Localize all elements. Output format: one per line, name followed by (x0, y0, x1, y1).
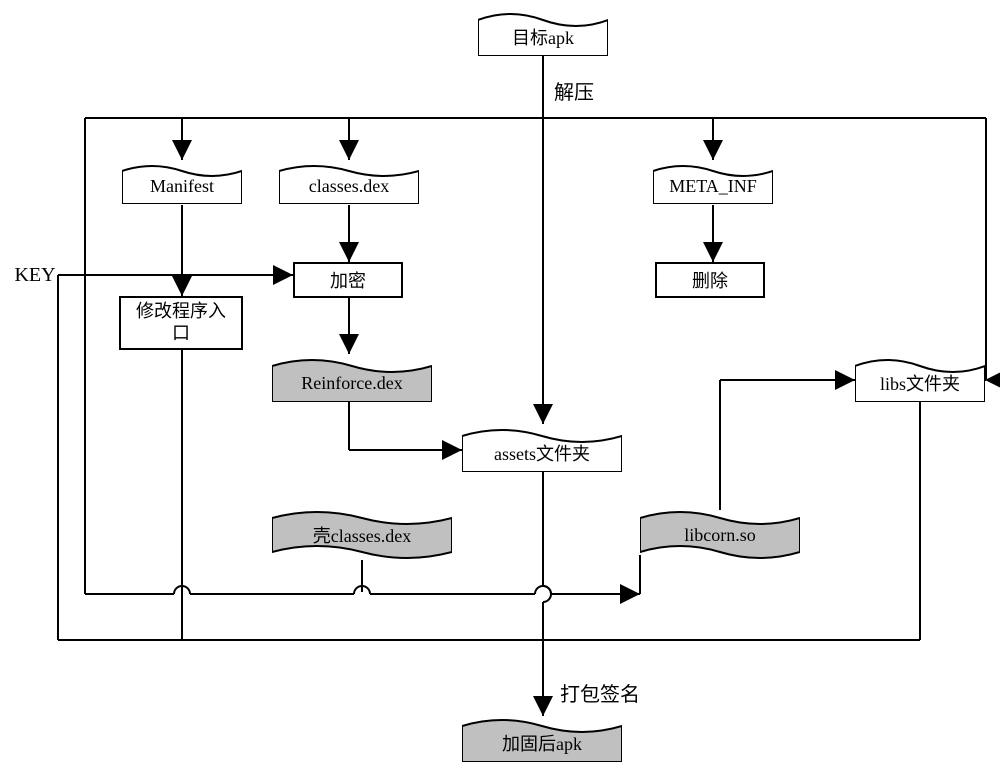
node-label: 删除 (692, 267, 728, 293)
node-target-apk: 目标apk (478, 12, 608, 56)
node-key: KEY (10, 262, 60, 288)
node-delete: 删除 (655, 262, 765, 298)
node-final-apk: 加固后apk (462, 718, 622, 762)
node-label: classes.dex (309, 171, 389, 197)
node-label: Reinforce.dex (301, 367, 402, 394)
node-classes-dex: classes.dex (279, 164, 419, 204)
node-label: assets文件夹 (494, 434, 590, 466)
node-label: 加固后apk (502, 724, 582, 756)
node-assets-folder: assets文件夹 (462, 428, 622, 472)
flowchart-edges (0, 0, 1000, 778)
node-meta-inf: META_INF (653, 164, 773, 204)
node-label: 加密 (330, 267, 366, 293)
node-libcorn-so: libcorn.so (640, 510, 800, 560)
node-label: KEY (14, 264, 55, 287)
node-reinforce-dex: Reinforce.dex (272, 358, 432, 402)
node-shell-classes: 壳classes.dex (272, 510, 452, 560)
node-label: 壳classes.dex (313, 522, 411, 548)
node-modify-entry: 修改程序入 口 (119, 296, 243, 350)
node-manifest: Manifest (122, 164, 242, 204)
node-label: META_INF (669, 171, 757, 197)
node-label: 修改程序入 口 (136, 301, 226, 344)
node-libs-folder: libs文件夹 (855, 358, 985, 402)
label-decompress: 解压 (554, 76, 594, 105)
node-label: libcorn.so (684, 525, 756, 546)
node-encrypt: 加密 (293, 262, 403, 298)
node-label: libs文件夹 (880, 364, 960, 396)
node-label: 目标apk (512, 18, 574, 50)
node-label: Manifest (150, 171, 214, 197)
label-package-sign: 打包签名 (560, 678, 640, 707)
